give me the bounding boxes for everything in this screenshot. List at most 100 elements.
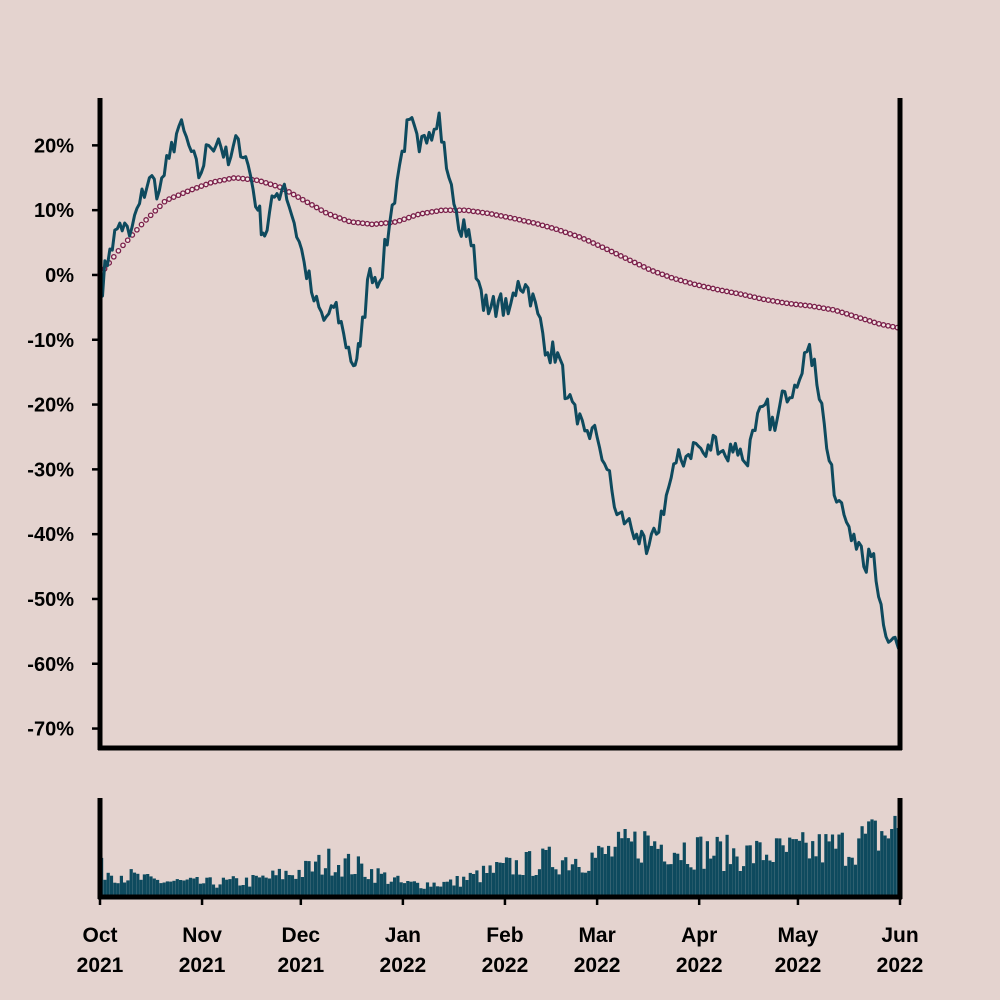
y-tick-label: -70% [27,719,74,741]
volume-bar [672,852,676,897]
volume-bar [870,819,874,897]
volume-bar [781,845,785,897]
moving-average-point [332,213,338,220]
volume-bar [225,879,229,897]
volume-bar [524,852,528,897]
moving-average-point [737,291,744,297]
x-axis-labels: Oct 2021 Nov 2021 Dec 2021 Jan 2022 Feb 2022 Mar 20… [77,924,924,977]
volume-bar [340,876,344,897]
moving-average-point [461,207,467,214]
volume-bar [195,877,199,897]
volume-bar [577,867,581,897]
volume-bar [659,844,663,897]
volume-bar [314,861,318,897]
moving-average-point [733,290,739,297]
volume-bar [109,875,114,897]
volume-bar [630,841,634,897]
moving-average-point [871,319,878,326]
volume-bar [333,872,337,897]
volume-bar [274,875,278,897]
volume-bar [636,858,640,897]
volume-bar [445,881,449,897]
x-tick-year: 2022 [877,954,924,977]
volume-bar [587,870,591,897]
volume-bar [735,856,739,897]
volume-bar [231,876,235,897]
moving-average-point [641,264,647,270]
moving-average-point [258,178,265,185]
volume-bar [360,863,364,897]
volume-bar [156,879,160,897]
volume-bar [159,883,163,897]
volume-bar [402,883,407,897]
volume-bar [560,860,565,897]
moving-average-point [714,286,721,293]
y-tick-label: -30% [27,459,74,481]
volume-bar [853,864,858,897]
moving-average-point [834,308,841,314]
volume-bar [557,874,561,897]
moving-average-point [488,211,495,217]
moving-average-point [548,225,555,231]
moving-average-point [207,179,214,186]
y-tick-label: 20% [34,135,74,157]
moving-average-point [272,182,278,189]
moving-average-point [189,186,196,193]
moving-average-point [636,261,643,268]
volume-bar [353,874,357,897]
volume-bar [514,860,518,897]
moving-average-point [700,283,707,290]
y-tick-label: 10% [34,200,74,222]
moving-average-point [857,315,864,321]
volume-bar [801,832,805,897]
moving-average-point [424,209,431,216]
moving-average-point [562,229,569,236]
volume-bar [162,882,166,897]
moving-average-point [848,312,855,319]
moving-average-point [290,191,297,198]
moving-average-point [516,216,523,223]
moving-average-point [811,303,818,310]
price-panel-axes [97,98,903,751]
moving-average-point [138,221,145,228]
volume-bar [692,869,696,897]
volume-bar [343,858,347,897]
moving-average-point [212,178,219,185]
moving-average-point [862,316,868,323]
volume-bar [139,879,143,897]
volume-bar [136,873,140,897]
volume-bar [656,848,660,897]
moving-average-point [710,285,716,292]
volume-bar [277,868,281,897]
volume-bar [682,842,686,897]
volume-bar [824,834,828,897]
moving-average-point [134,226,140,233]
volume-bar [386,883,390,897]
volume-bar [409,881,413,897]
volume-bar [501,863,505,897]
moving-average-point [382,220,389,226]
moving-average-point [627,257,633,264]
moving-average-point [608,248,615,255]
moving-average-point [502,213,509,220]
volume-bar [472,874,476,897]
volume-bar [337,865,341,897]
volume-bar [768,860,772,897]
moving-average-point [336,215,343,221]
moving-average-point [115,247,122,254]
volume-bar [346,853,351,897]
volume-bars [100,815,900,897]
y-tick-label: -10% [27,330,74,352]
volume-bar [300,877,304,897]
price-series [99,111,902,652]
moving-average-point [170,194,177,200]
moving-average-point [677,277,684,284]
moving-average-point [594,242,601,248]
moving-average-point [161,198,168,205]
volume-bar [376,868,380,897]
volume-bar [860,826,864,897]
volume-bar [366,879,370,897]
moving-average-point [866,318,873,324]
moving-average-point [682,278,689,285]
moving-average-point [793,301,799,308]
